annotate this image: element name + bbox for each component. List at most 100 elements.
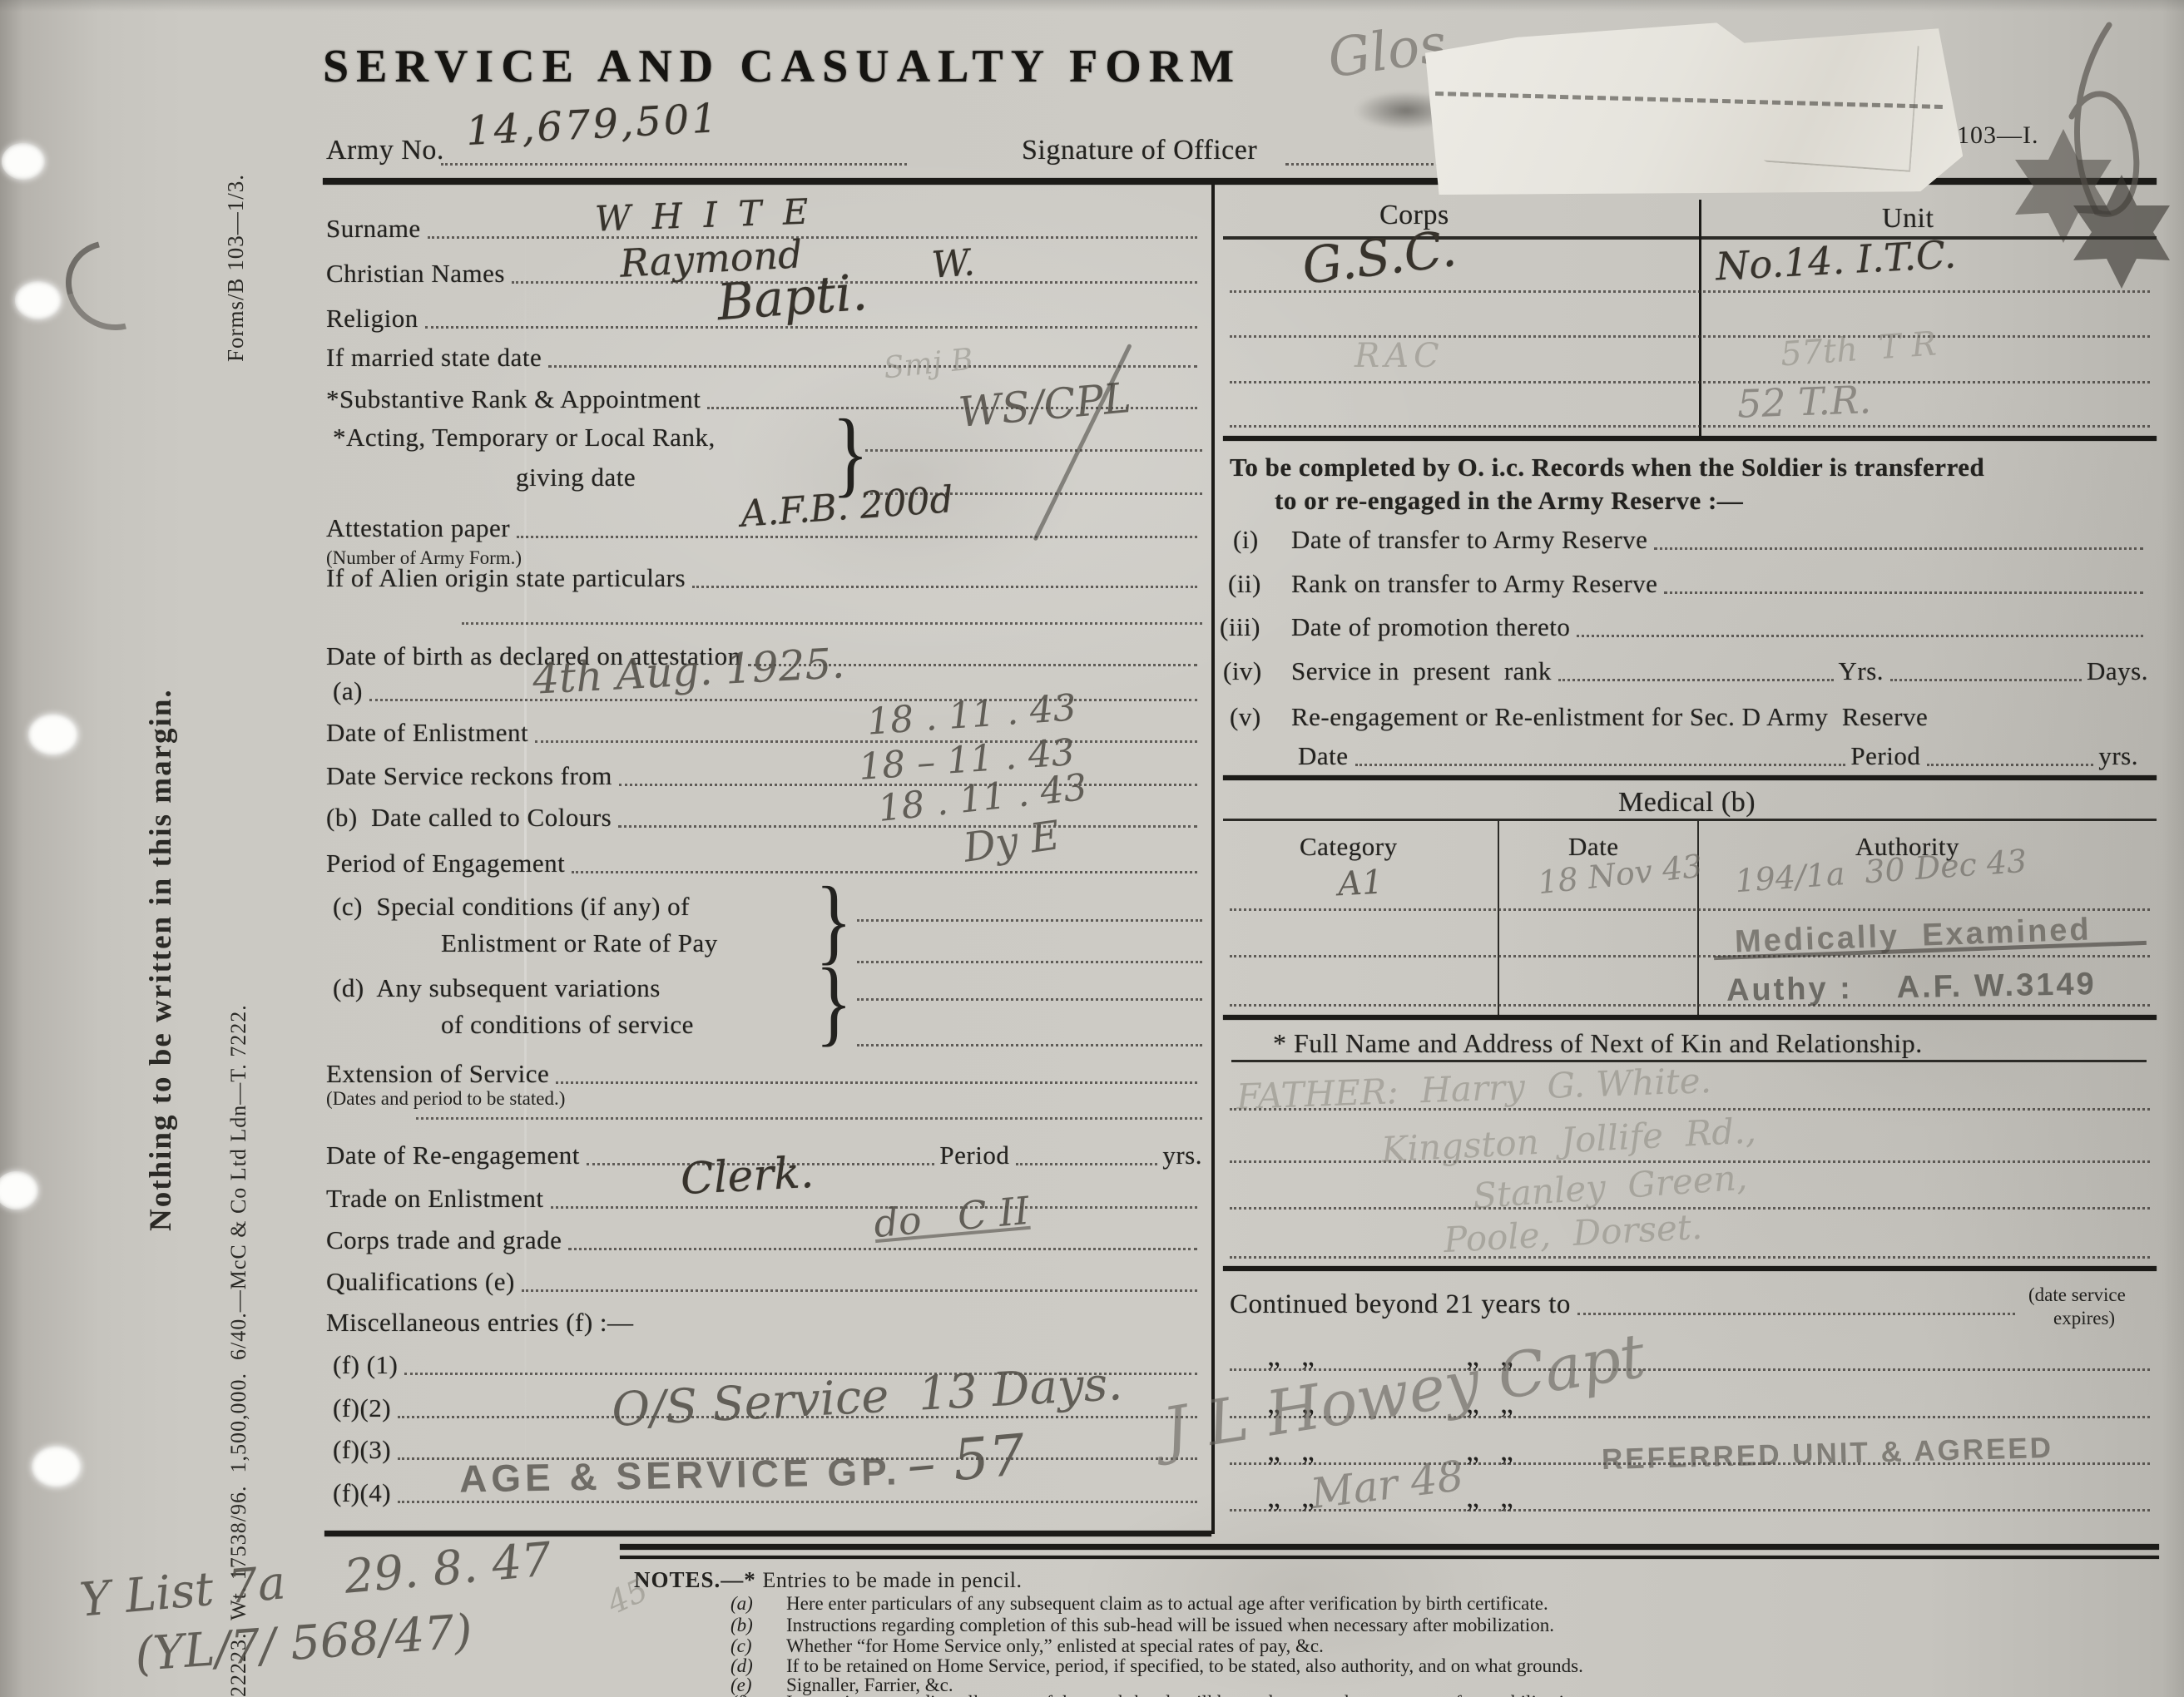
- field-dob-a: (a): [333, 667, 1202, 705]
- acting-rank-label: *Acting, Temporary or Local Rank,: [333, 423, 716, 452]
- f3-label: (f)(3): [333, 1435, 392, 1465]
- christian-names-label: Christian Names: [326, 259, 505, 289]
- variations-label1: (d) Any subsequent variations: [333, 973, 661, 1002]
- field-f4: (f)(4): [333, 1469, 1202, 1507]
- trade-value: Clerk.: [679, 1147, 815, 1205]
- nok-line: [1230, 1256, 2150, 1259]
- ditto-row-line: [1230, 1368, 2150, 1371]
- date-service-expires-note1: (date service: [2028, 1284, 2126, 1305]
- special-conditions-brace: }: [815, 867, 853, 973]
- dotted-leader: [550, 1206, 1197, 1209]
- dotted-leader: [692, 586, 1197, 588]
- corps-unit-header-line: [1223, 236, 2157, 240]
- dotted-leader: [1577, 635, 2143, 637]
- reckons-label: Date Service reckons from: [326, 761, 612, 791]
- nok-value-line1: FATHER: Harry G. White.: [1236, 1060, 1712, 1117]
- note-item-a-num: (a): [730, 1593, 753, 1614]
- period-engagement-value: Dy E: [960, 812, 1063, 872]
- punch-hole: [2, 143, 45, 180]
- note-item-b: Instructions regarding completion of thi…: [786, 1615, 1554, 1635]
- oic-item-iii: (iii) Date of promotion thereto: [1220, 603, 2148, 641]
- medical-row-line: [1230, 908, 2150, 911]
- oic-v-num: (v): [1230, 702, 1261, 732]
- nok-bottom-rule: [1223, 1266, 2157, 1271]
- re-engagement-label: Date of Re-engagement: [326, 1140, 580, 1170]
- dotted-leader: [586, 1163, 935, 1165]
- qualifications-label: Qualifications (e): [326, 1267, 515, 1297]
- bottom-rule-upper: [620, 1544, 2159, 1550]
- oic-date-period: Date Period yrs.: [1298, 732, 2138, 770]
- oic-i-num: (i): [1233, 525, 1259, 555]
- nok-value-line3: Stanley Green,: [1471, 1156, 1749, 1217]
- corps-unit-divider: [1699, 200, 1701, 436]
- dotted-leader: [1654, 547, 2143, 550]
- dotted-leader: [572, 871, 1197, 873]
- unit-pencil-52tr: 52 T.R.: [1736, 377, 1872, 427]
- field-date-of-enlistment: Date of Enlistment: [326, 709, 1202, 747]
- continued-beyond-row: Continued beyond 21 years to: [1230, 1281, 2020, 1319]
- field-re-engagement: Date of Re-engagement Period yrs.: [326, 1131, 1202, 1170]
- variations-label2: of conditions of service: [441, 1010, 694, 1039]
- medical-col-divider-2: [1697, 819, 1699, 1017]
- alien-origin-label: If of Alien origin state particulars: [326, 563, 686, 593]
- corps-pencil-rac: RAC: [1354, 337, 1444, 375]
- oic-date-label: Date: [1298, 741, 1349, 771]
- religion-value: Bapti.: [715, 263, 869, 333]
- oic-heading-2: to or re-engaged in the Army Reserve :—: [1275, 486, 1744, 515]
- colours-label: (b) Date called to Colours: [326, 803, 612, 833]
- pencil-mark-c: [49, 223, 176, 348]
- special-dotted-2: [857, 961, 1202, 963]
- form-number-top-right: 103—I.: [1957, 121, 2039, 149]
- dotted-leader: [568, 1248, 1197, 1250]
- dotted-leader: [398, 1416, 1197, 1418]
- medical-row-line: [1230, 1004, 2150, 1007]
- special-dotted-1: [857, 919, 1202, 922]
- notes-heading: NOTES.—* Entries to be made in pencil.: [634, 1567, 1023, 1593]
- notes-head-text: NOTES.—*: [634, 1567, 756, 1592]
- signature-of-officer-label: Signature of Officer: [1022, 135, 1258, 166]
- ditto-marks: „ „: [1466, 1386, 1520, 1419]
- medical-date-value: 18 Nov 43: [1536, 847, 1705, 902]
- oic-iii-text: Date of promotion thereto: [1291, 612, 1571, 642]
- field-period-of-engagement: Period of Engagement: [326, 839, 1202, 878]
- field-if-married: If married state date: [326, 334, 1202, 372]
- ditto-row-line: [1230, 1416, 2150, 1418]
- surname-label: Surname: [326, 214, 421, 244]
- ditto-marks: „ „: [1267, 1386, 1321, 1419]
- margin-forms-ref: Forms/B 103—1/3.: [223, 173, 248, 362]
- dotted-leader: [1664, 591, 2143, 594]
- if-married-label: If married state date: [326, 343, 542, 373]
- margin-print-ref: 22223. Wt. 17538/96. 1,500,000. 6/40.—Mc…: [226, 1004, 250, 1697]
- dotted-leader: [424, 326, 1197, 329]
- army-no-line: [441, 163, 907, 166]
- extension-subnote: (Dates and period to be stated.): [326, 1088, 566, 1109]
- dotted-leader: [707, 407, 1197, 409]
- field-surname: Surname: [326, 205, 1202, 243]
- extension-label: Extension of Service: [326, 1059, 550, 1089]
- christian-names-initial: W.: [930, 241, 977, 287]
- page-title: SERVICE AND CASUALTY FORM: [323, 41, 1242, 92]
- dotted-leader: [512, 281, 1197, 284]
- dotted-leader: [1354, 764, 1846, 766]
- dotted-leader: [548, 365, 1197, 368]
- signature-line: [1285, 163, 1510, 166]
- note-item-e-num: (e): [730, 1675, 752, 1695]
- attestation-label: Attestation paper: [326, 513, 511, 543]
- oic-iii-num: (iii): [1220, 612, 1260, 642]
- oic-yrs-label: Yrs.: [1838, 656, 1884, 686]
- punch-hole: [28, 714, 78, 755]
- corps-unit-bottom-rule: [1223, 436, 2157, 441]
- dotted-leader: [521, 1289, 1197, 1292]
- field-attestation-paper: Attestation paper: [326, 504, 1202, 542]
- punch-hole: [0, 1171, 38, 1210]
- nok-line: [1230, 1160, 2150, 1163]
- note-item-b-num: (b): [730, 1615, 753, 1635]
- oic-heading-1: To be completed by O. i.c. Records when …: [1230, 453, 1985, 482]
- date-of-birth-label: Date of birth as declared on attestation: [326, 641, 741, 671]
- column-divider: [1211, 185, 1215, 1534]
- field-f1: (f) (1): [333, 1341, 1202, 1379]
- oic-item-i: (i) Date of transfer to Army Reserve: [1233, 516, 2148, 554]
- ditto-row-line: [1230, 1462, 2150, 1465]
- re-engagement-period-label: Period: [939, 1140, 1010, 1170]
- oic-period-label: Period: [1850, 741, 1921, 771]
